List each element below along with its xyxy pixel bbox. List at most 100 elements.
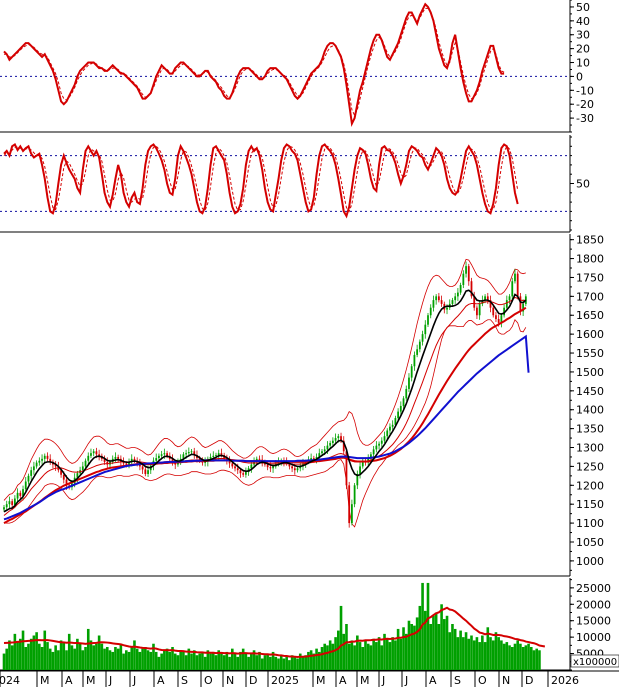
volume-bar	[32, 635, 36, 670]
x-tick-label: D	[525, 674, 533, 687]
candle-body	[166, 453, 168, 456]
candle-body	[125, 463, 128, 465]
candle-body	[242, 473, 245, 475]
volume-unit-box	[570, 654, 619, 668]
candle-body	[495, 315, 497, 320]
candle-body	[394, 418, 397, 425]
volume-bar	[443, 619, 446, 670]
candle-body	[128, 461, 130, 465]
candle	[16, 488, 19, 502]
volume-bar	[312, 653, 316, 670]
candle	[437, 292, 440, 303]
volume-bar	[380, 645, 384, 670]
y-tick-label: 10	[576, 57, 590, 70]
candle	[38, 457, 41, 466]
candle-body	[250, 464, 253, 469]
candle-body	[470, 281, 473, 297]
candle-body	[106, 461, 109, 465]
candle	[87, 452, 90, 466]
volume-bar	[127, 651, 131, 670]
volume-bar	[364, 640, 367, 670]
y-tick-label: 40	[576, 15, 590, 28]
volume-bar	[260, 658, 264, 670]
price-candlestick-panel: 1850 1800 1750 1700 1650 1600 1550 1500 1450 1400…	[0, 234, 604, 577]
volume-bar	[211, 651, 215, 670]
month-axis: 2024MAMJJASOND2025MAMJJASOND2026	[0, 670, 619, 687]
candle-body	[258, 458, 261, 460]
candle-body	[144, 469, 147, 474]
candle-body	[397, 411, 400, 419]
candle-body	[46, 455, 49, 459]
volume-bar	[239, 651, 242, 670]
candle-body	[215, 455, 217, 457]
volume-bar	[445, 615, 449, 670]
candle-body	[465, 266, 467, 274]
volume-bar	[228, 656, 231, 670]
bollinger-upper-band	[3, 258, 526, 501]
candle-body	[133, 458, 136, 461]
y-tick-label: 50	[576, 1, 590, 14]
volume-bar	[361, 647, 365, 670]
volume-bar	[369, 645, 373, 670]
volume-bar	[372, 638, 375, 670]
candle	[350, 499, 353, 526]
volume-bar	[437, 624, 441, 670]
volume-bar	[432, 615, 435, 670]
y-tick-label: 1450	[576, 385, 604, 398]
candle	[43, 453, 46, 464]
x-tick-label: 2026	[551, 674, 579, 687]
candle	[454, 292, 457, 304]
volume-bar	[24, 647, 28, 670]
volume-bar	[486, 627, 490, 670]
candle	[405, 385, 408, 401]
volume-bar	[122, 653, 125, 670]
candle	[5, 500, 8, 511]
volume-bar	[220, 653, 223, 670]
x-tick-label: M	[316, 674, 326, 687]
candle	[399, 401, 402, 416]
candle-body	[32, 466, 35, 471]
candle-body	[321, 451, 323, 454]
volume-bar	[521, 647, 525, 670]
x-tick-label: J	[381, 674, 385, 687]
candle	[492, 305, 495, 318]
candle	[503, 304, 506, 318]
candle-body	[476, 307, 478, 316]
volume-bar	[149, 651, 153, 670]
moving-average-line	[3, 289, 527, 513]
candle-body	[514, 273, 516, 282]
volume-bar	[125, 650, 128, 670]
volume-bar	[217, 650, 221, 670]
candle-body	[87, 455, 90, 461]
y-tick-label: 1250	[576, 460, 604, 473]
y-tick-label: 1650	[576, 309, 604, 322]
candle-body	[500, 315, 503, 323]
volume-bar	[309, 650, 313, 670]
candle	[171, 454, 174, 466]
volume-bar	[46, 642, 49, 670]
candle-body	[220, 453, 223, 456]
candle	[418, 339, 421, 353]
y-tick-label: 1750	[576, 271, 604, 284]
candle-body	[3, 507, 5, 510]
candle	[516, 271, 519, 300]
candle-body	[435, 296, 438, 301]
candle-body	[117, 456, 120, 459]
volume-bar	[505, 642, 509, 670]
candle-body	[486, 296, 489, 301]
volume-bar	[271, 651, 275, 670]
candle-body	[95, 451, 98, 455]
y-tick-label: 10000	[576, 631, 611, 644]
candle	[128, 458, 130, 469]
volume-bar	[402, 627, 405, 670]
candle-body	[98, 454, 101, 456]
volume-bar	[478, 642, 481, 670]
candle-body	[122, 461, 125, 464]
candle-body	[418, 341, 421, 350]
candle-body	[234, 466, 236, 469]
candle	[421, 330, 424, 346]
volume-bar	[203, 656, 207, 670]
candle-body	[60, 470, 62, 475]
candle-body	[41, 458, 43, 461]
